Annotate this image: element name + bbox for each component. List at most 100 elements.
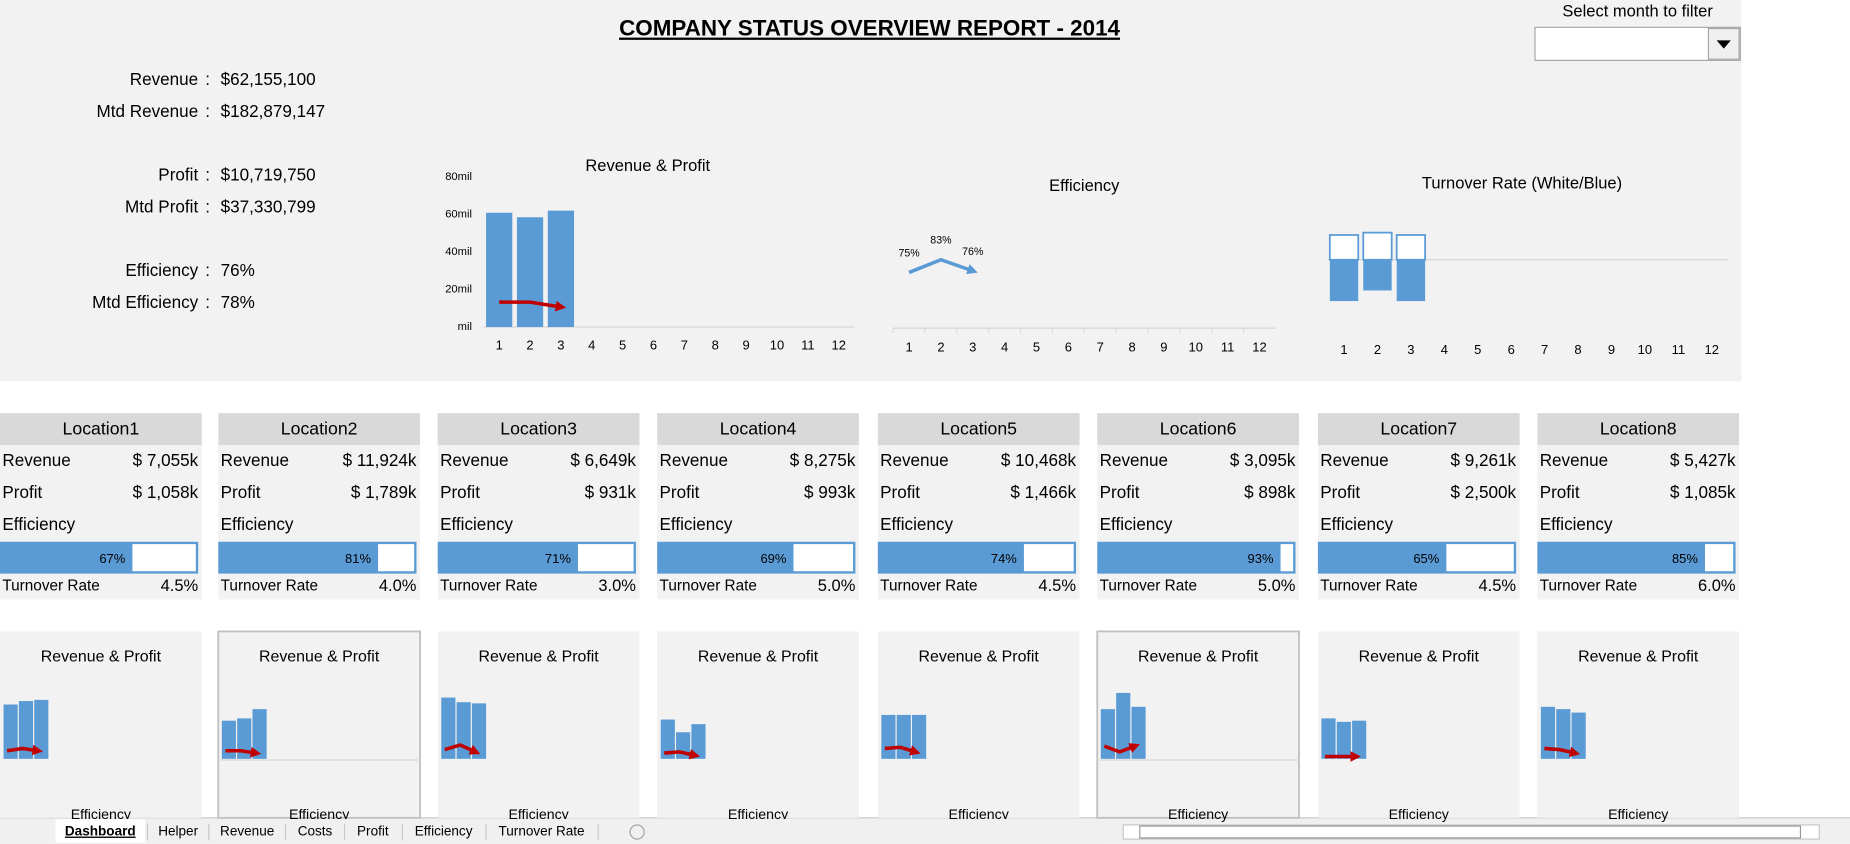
mini-chart-title: Revenue & Profit bbox=[1578, 649, 1699, 666]
revenue-value: $ 3,095k bbox=[1230, 451, 1296, 470]
profit-value: $ 1,058k bbox=[133, 483, 199, 502]
mini-chart-panel bbox=[217, 630, 421, 819]
x-tick-label: 12 bbox=[832, 337, 846, 352]
location-name: Location7 bbox=[1380, 418, 1457, 438]
mini-bar bbox=[18, 701, 34, 759]
x-tick-label: 11 bbox=[1221, 340, 1234, 355]
x-tick-label: 4 bbox=[1001, 340, 1008, 355]
x-tick-label: 10 bbox=[1638, 342, 1652, 357]
card-header bbox=[218, 413, 421, 446]
mini-chart-title: Revenue & Profit bbox=[1359, 649, 1480, 666]
row-label: Profit bbox=[440, 483, 480, 502]
x-tick-label: 2 bbox=[937, 340, 944, 355]
mini-chart-title: Revenue & Profit bbox=[1138, 649, 1259, 666]
kpi-separator: : bbox=[205, 102, 210, 121]
row-label: Turnover Rate bbox=[1100, 578, 1197, 595]
chart-title: Revenue & Profit bbox=[585, 157, 710, 175]
mini-chart-panel bbox=[437, 631, 640, 818]
sheet-tab[interactable]: Costs bbox=[298, 824, 333, 839]
card-header bbox=[877, 413, 1080, 446]
mini-bar bbox=[1100, 709, 1115, 759]
chart-title: Efficiency bbox=[1049, 177, 1120, 195]
mini-bar bbox=[660, 719, 675, 759]
mini-chart-panel bbox=[657, 631, 859, 818]
row-label: Efficiency bbox=[1100, 515, 1173, 534]
mini-profit-line bbox=[1544, 746, 1581, 758]
kpi-value: $182,879,147 bbox=[221, 102, 326, 121]
mini-chart-title: Revenue & Profit bbox=[698, 649, 819, 666]
profit-value: $ 2,500k bbox=[1451, 483, 1517, 502]
revenue-value: $ 7,055k bbox=[133, 451, 199, 470]
row-label: Revenue bbox=[1540, 451, 1608, 470]
efficiency-bar bbox=[658, 542, 794, 573]
sheet-tab[interactable]: Efficiency bbox=[415, 824, 473, 839]
tab-bar bbox=[0, 819, 1110, 844]
mini-efficiency-title: Efficiency bbox=[1389, 806, 1450, 822]
card-body bbox=[1097, 445, 1300, 600]
row-label: Efficiency bbox=[440, 515, 513, 534]
line-series bbox=[499, 300, 567, 312]
mini-bar bbox=[1540, 706, 1556, 759]
card-header bbox=[1537, 413, 1740, 446]
kpi-label: Revenue bbox=[130, 70, 198, 89]
location-name: Location4 bbox=[720, 418, 797, 438]
profit-value: $ 1,789k bbox=[351, 483, 417, 502]
sheet-tab[interactable]: Profit bbox=[357, 824, 389, 839]
profit-value: $ 898k bbox=[1244, 483, 1296, 502]
bar bbox=[547, 210, 575, 328]
sheet-tab[interactable]: Dashboard bbox=[65, 824, 136, 839]
mini-chart-panel bbox=[1096, 630, 1300, 819]
card-body bbox=[0, 445, 202, 600]
mini-chart-title: Revenue & Profit bbox=[41, 649, 162, 666]
row-label: Turnover Rate bbox=[440, 578, 537, 595]
mini-profit-line bbox=[225, 747, 262, 758]
card-body bbox=[877, 445, 1080, 600]
sheet-tab[interactable]: Revenue bbox=[220, 824, 274, 839]
x-tick-label: 7 bbox=[1541, 342, 1548, 357]
line-series bbox=[908, 257, 978, 275]
kpi-separator: : bbox=[205, 166, 210, 185]
mini-profit-line bbox=[664, 749, 701, 760]
x-tick-label: 3 bbox=[969, 340, 976, 355]
revenue-value: $ 8,275k bbox=[790, 451, 856, 470]
kpi-label: Mtd Efficiency bbox=[92, 293, 199, 312]
efficiency-label: 85% bbox=[1672, 551, 1698, 566]
x-tick-label: 1 bbox=[1340, 342, 1347, 357]
row-label: Efficiency bbox=[660, 515, 733, 534]
row-label: Profit bbox=[1320, 483, 1360, 502]
efficiency-label: 67% bbox=[99, 551, 125, 566]
filter-dropdown[interactable] bbox=[1534, 26, 1741, 61]
efficiency-label: 65% bbox=[1413, 551, 1439, 566]
card-header bbox=[1097, 413, 1300, 446]
x-tick-label: 6 bbox=[1065, 340, 1072, 355]
bar bbox=[1362, 231, 1393, 261]
row-label: Profit bbox=[1100, 483, 1140, 502]
sheet-tab[interactable]: Helper bbox=[158, 824, 198, 839]
row-label: Revenue bbox=[880, 451, 948, 470]
revenue-value: $ 11,924k bbox=[343, 451, 417, 470]
mini-chart-panel bbox=[0, 631, 202, 818]
mini-bar bbox=[1556, 709, 1571, 759]
filter-label: Select month to filter bbox=[1562, 2, 1713, 20]
row-label: Turnover Rate bbox=[660, 578, 757, 595]
add-sheet[interactable] bbox=[629, 824, 645, 840]
scrollbar-thumb[interactable] bbox=[1139, 825, 1802, 839]
x-tick-label: 8 bbox=[712, 337, 719, 352]
kpi-label: Mtd Profit bbox=[125, 197, 198, 216]
bar bbox=[1363, 259, 1392, 291]
mini-chart-panel bbox=[877, 631, 1080, 818]
kpi-label: Efficiency bbox=[125, 261, 198, 280]
mini-bar bbox=[1321, 718, 1336, 759]
mini-bar bbox=[1116, 692, 1131, 759]
profit-value: $ 993k bbox=[804, 483, 856, 502]
bar bbox=[1329, 259, 1359, 302]
mini-bar bbox=[34, 699, 49, 759]
x-tick-label: 12 bbox=[1705, 342, 1719, 357]
row-label: Revenue bbox=[221, 451, 289, 470]
card-header bbox=[657, 413, 859, 446]
sheet-tab[interactable]: Turnover Rate bbox=[499, 824, 585, 839]
mini-bar bbox=[441, 697, 456, 759]
x-tick-label: 4 bbox=[1441, 342, 1448, 357]
efficiency-label: 81% bbox=[345, 551, 371, 566]
kpi-value: 78% bbox=[221, 293, 255, 312]
